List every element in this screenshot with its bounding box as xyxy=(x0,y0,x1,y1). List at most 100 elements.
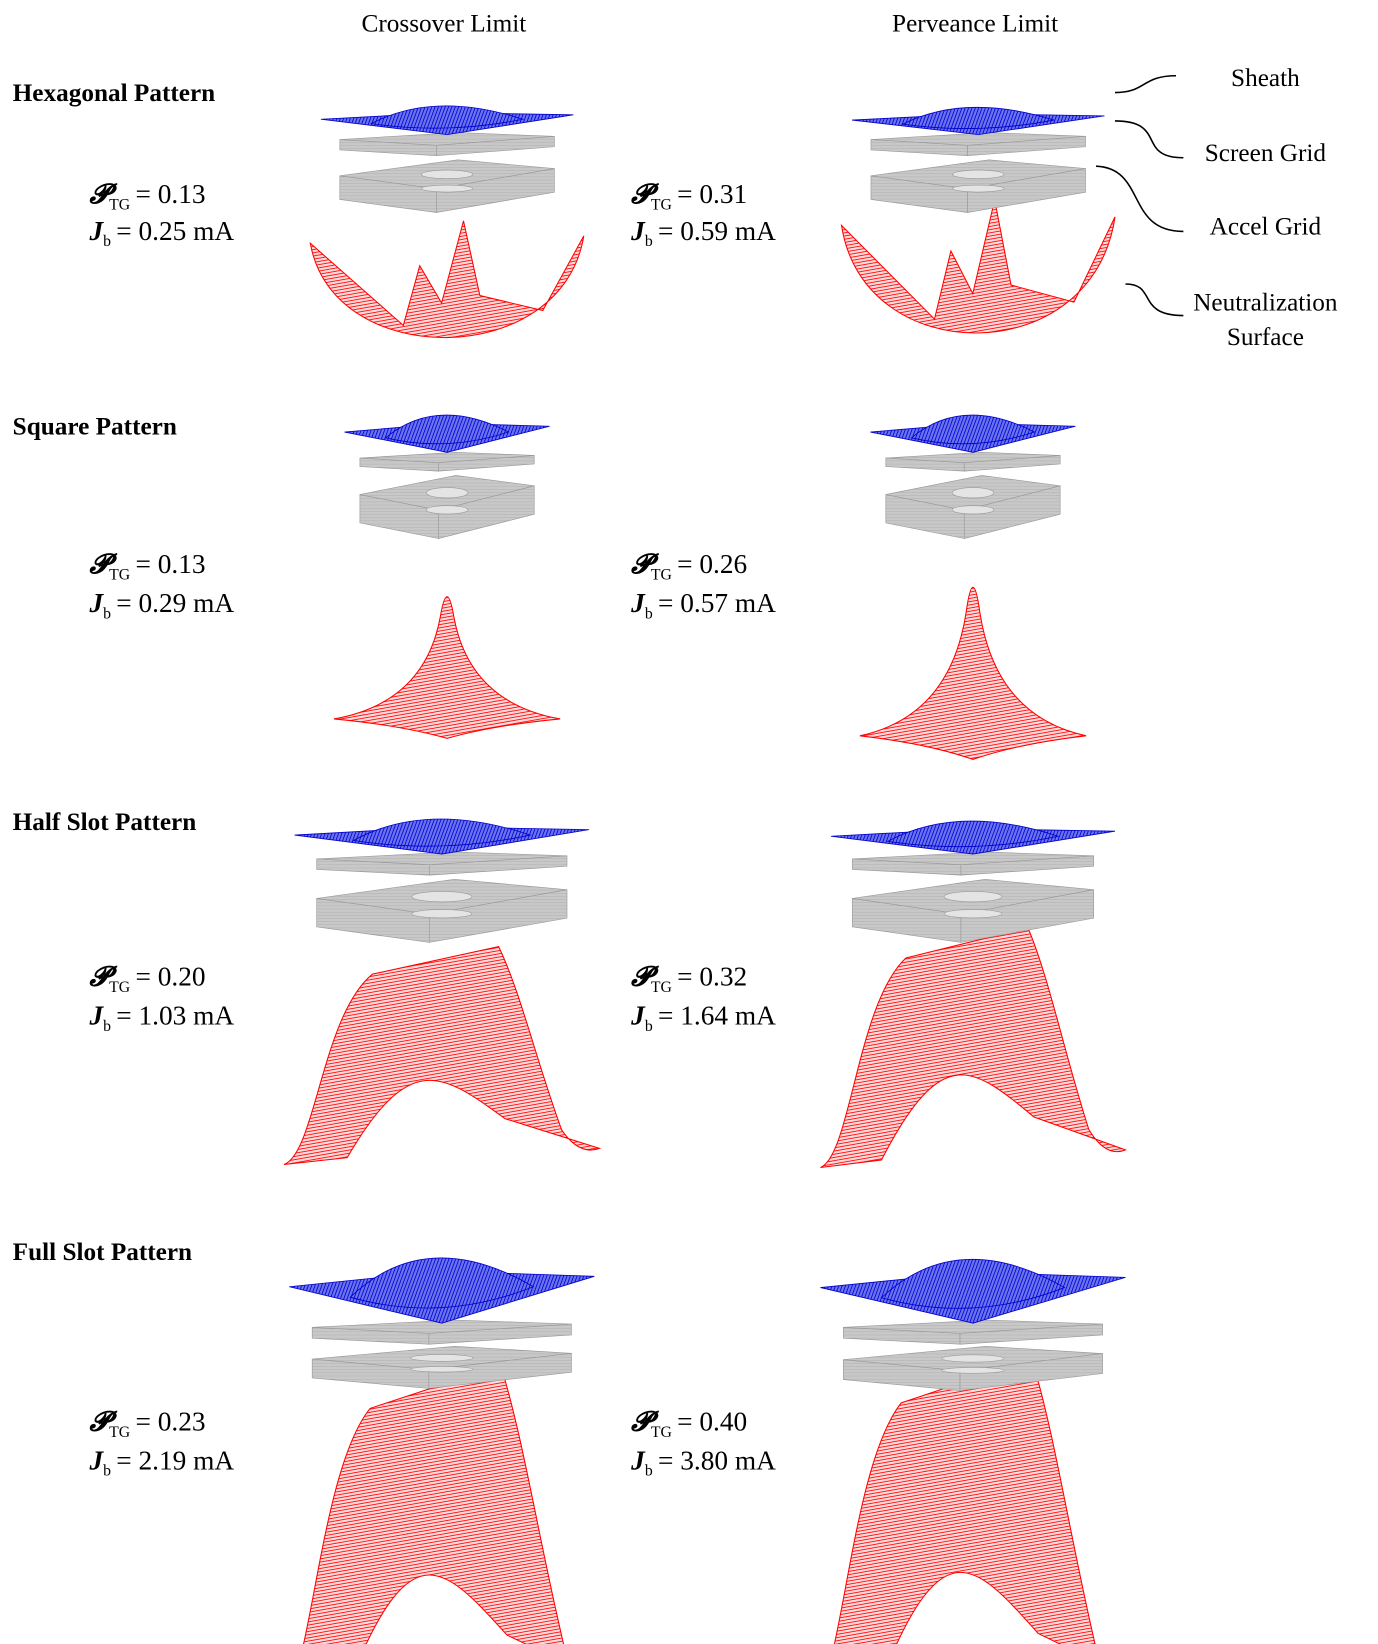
neutralization-surface xyxy=(810,1359,1136,1644)
annotation: 𝓟TG= 0.20 xyxy=(89,962,205,996)
value: = 0.29 mA xyxy=(116,588,234,618)
annotation: Jb= 0.29 mA xyxy=(88,588,234,622)
subscript: b xyxy=(103,605,111,622)
value: = 0.31 xyxy=(677,179,747,209)
subscript: b xyxy=(645,605,653,622)
accel-grid-hole xyxy=(411,1366,473,1372)
row-title: Full Slot Pattern xyxy=(13,1239,192,1266)
accel-grid-hole xyxy=(953,170,1004,179)
neutralization-surface xyxy=(310,221,583,338)
accel-grid-hole xyxy=(944,891,1002,901)
subscript: TG xyxy=(651,979,672,996)
symbol: J xyxy=(88,1445,104,1475)
legend-label: Screen Grid xyxy=(1205,140,1327,167)
accel-grid-hole xyxy=(942,1355,1004,1362)
subscript: TG xyxy=(109,1424,130,1441)
annotation: 𝓟TG= 0.40 xyxy=(631,1406,747,1440)
accel-grid-hole xyxy=(944,910,1002,918)
legend-connector xyxy=(1096,166,1183,231)
annotation: Jb = 1.64 mA xyxy=(630,1000,776,1034)
subscript: TG xyxy=(109,567,130,584)
annotation: Jb= 0.59 mA xyxy=(630,216,776,250)
symbol: J xyxy=(88,1000,104,1030)
value: = 1.64 mA xyxy=(658,1000,776,1030)
value: = 0.13 xyxy=(135,549,205,579)
value: = 0.25 mA xyxy=(116,216,234,246)
subscript: TG xyxy=(651,196,672,213)
legend-connector xyxy=(1115,121,1183,158)
neutralization-surface xyxy=(334,597,560,739)
accel-grid-hole xyxy=(412,910,472,918)
legend-label: Sheath xyxy=(1231,65,1300,92)
row-title: Square Pattern xyxy=(13,413,177,440)
symbol: J xyxy=(630,1000,646,1030)
annotation: Jb = 0.25 mA xyxy=(88,216,234,250)
subscript: b xyxy=(645,1463,653,1480)
surface-plot xyxy=(842,107,1115,333)
annotation: 𝓟TG= 0.31 xyxy=(631,179,747,213)
annotation: Jb = 2.19 mA xyxy=(88,1445,234,1479)
surface-plot xyxy=(810,1259,1136,1644)
subscript: TG xyxy=(651,1424,672,1441)
surface-plot xyxy=(334,415,560,738)
neutralization-surface xyxy=(860,587,1086,759)
legend-label: Neutralization xyxy=(1193,289,1338,316)
value: = 0.26 xyxy=(677,549,747,579)
surface-plot xyxy=(860,415,1086,759)
surface-plot xyxy=(310,106,583,338)
accel-grid-hole xyxy=(942,1367,1004,1373)
surface-plot xyxy=(279,1258,605,1644)
subscript: b xyxy=(645,233,653,250)
subscript: b xyxy=(103,233,111,250)
annotation: 𝓟TG= 0.32 xyxy=(631,962,747,996)
subscript: b xyxy=(103,1463,111,1480)
accel-grid-hole xyxy=(426,506,468,514)
subscript: b xyxy=(645,1018,653,1035)
surface-plot xyxy=(284,819,600,1164)
annotation: Jb = 0.57 mA xyxy=(630,588,776,622)
value: = 0.40 xyxy=(677,1406,747,1436)
annotation: Jb = 1.03 mA xyxy=(88,1000,234,1034)
neutralization-surface xyxy=(842,200,1115,333)
accel-grid-hole xyxy=(412,891,472,901)
symbol: J xyxy=(88,216,104,246)
legend-connector xyxy=(1126,284,1184,316)
value: = 0.32 xyxy=(677,962,747,992)
neutralization-surface xyxy=(279,1365,605,1644)
accel-grid-hole xyxy=(411,1354,473,1361)
row-title: Half Slot Pattern xyxy=(13,809,197,836)
figure: Crossover Limit Perveance Limit Hexagonal … xyxy=(0,0,1378,1644)
annotation: Jb = 3.80 mA xyxy=(630,1445,776,1479)
value: = 0.23 xyxy=(135,1406,205,1436)
annotation: 𝓟TG= 0.26 xyxy=(631,549,747,583)
subscript: TG xyxy=(109,979,130,996)
neutralization-surface xyxy=(284,947,600,1165)
accel-grid-hole xyxy=(426,488,468,498)
value: = 3.80 mA xyxy=(658,1445,776,1475)
symbol: J xyxy=(630,1445,646,1475)
subscript: TG xyxy=(109,196,130,213)
page: {"columns": ["Crossover Limit", "Pervean… xyxy=(0,0,1378,1644)
annotation: 𝓟TG= 0.13 xyxy=(89,549,205,583)
accel-grid-hole xyxy=(421,170,472,179)
value: = 1.03 mA xyxy=(116,1000,234,1030)
annotation: 𝓟TG= 0.13 xyxy=(89,179,205,213)
annotation: 𝓟TG= 0.23 xyxy=(89,1406,205,1440)
column-header: Crossover Limit xyxy=(362,11,527,38)
value: = 0.59 mA xyxy=(658,216,776,246)
accel-grid-hole xyxy=(421,185,472,192)
legend-label: Accel Grid xyxy=(1210,214,1322,241)
legend-connector xyxy=(1115,76,1176,93)
value: = 2.19 mA xyxy=(116,1445,234,1475)
accel-grid-hole xyxy=(952,488,994,498)
subscript: TG xyxy=(651,567,672,584)
symbol: J xyxy=(630,588,646,618)
surface-plot xyxy=(820,821,1125,1167)
subscript: b xyxy=(103,1018,111,1035)
column-header: Perveance Limit xyxy=(892,11,1058,38)
value: = 0.20 xyxy=(135,962,205,992)
row-title: Hexagonal Pattern xyxy=(13,80,216,107)
value: = 0.13 xyxy=(135,179,205,209)
neutralization-surface xyxy=(820,928,1125,1168)
value: = 0.57 mA xyxy=(658,588,776,618)
